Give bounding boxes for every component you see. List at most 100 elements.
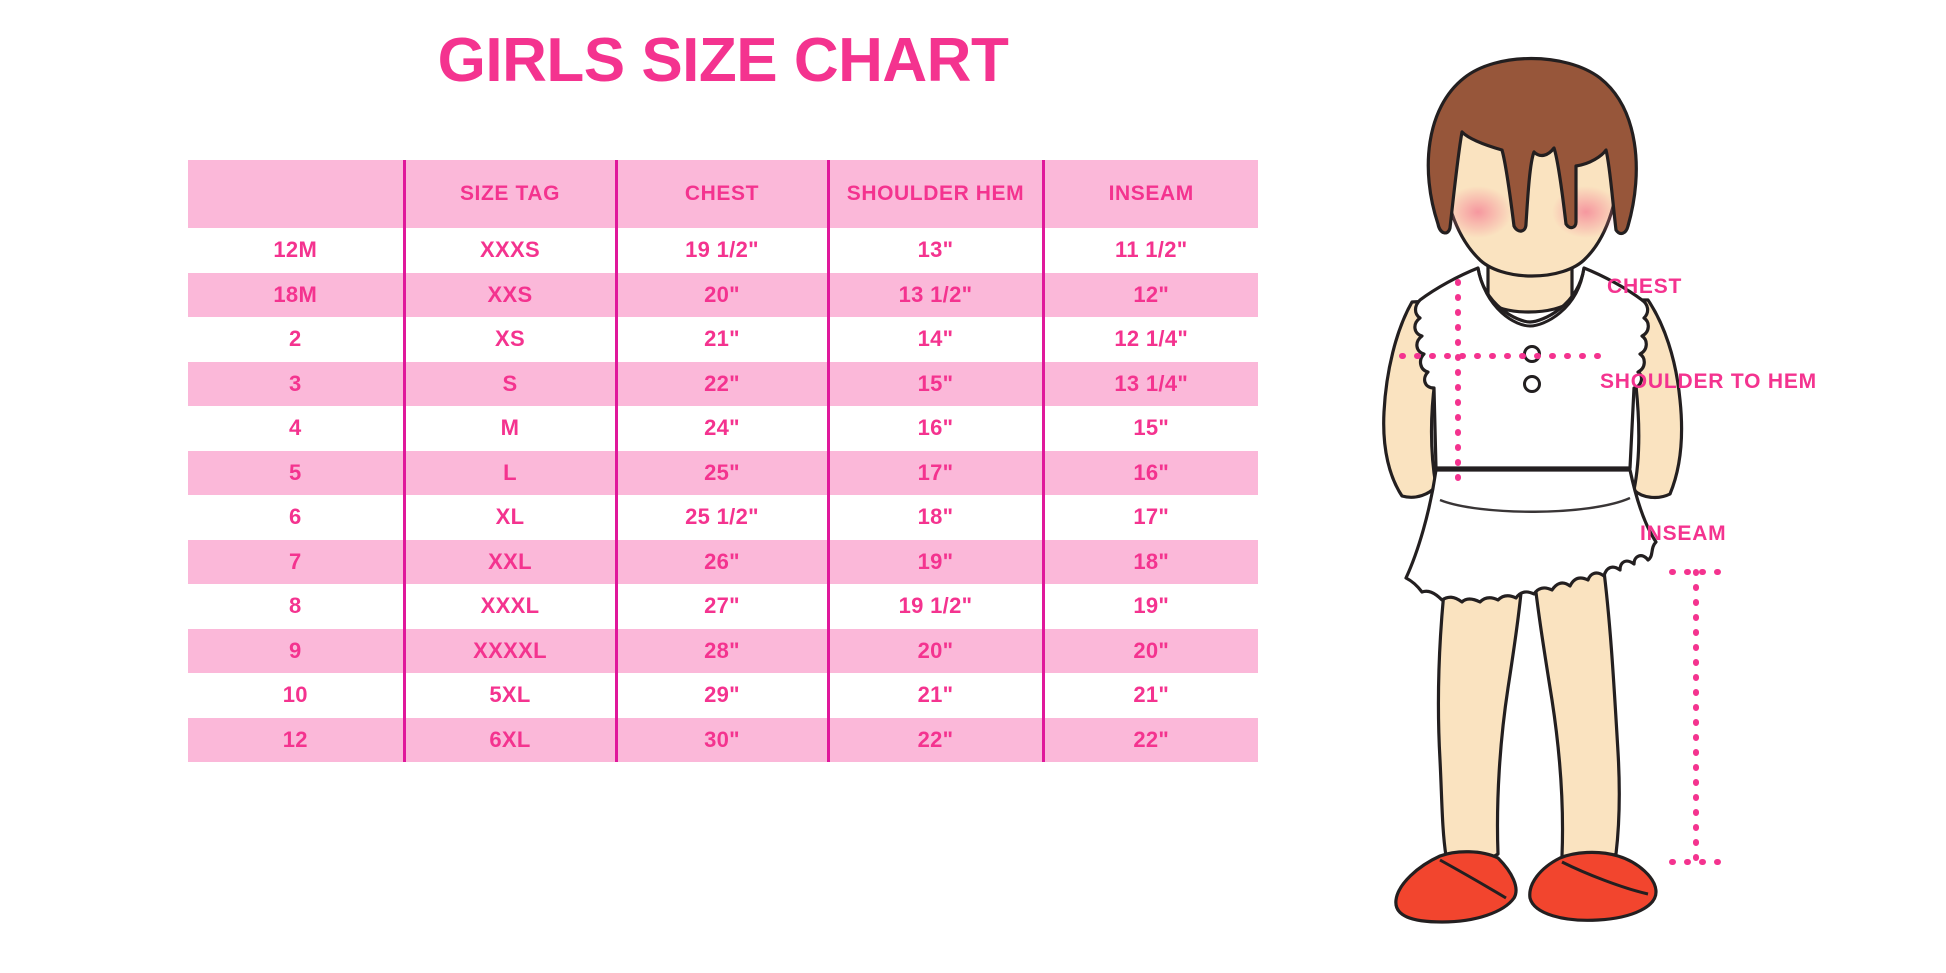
cell-size-tag: XXS bbox=[402, 272, 616, 317]
cell-shoulder-hem: 19" bbox=[826, 539, 1043, 584]
skirt-waist-seam bbox=[1439, 496, 1631, 513]
cell-inseam: 17" bbox=[1041, 495, 1258, 540]
neckline bbox=[1476, 267, 1586, 328]
table-row: 5 L 25" 17" 16" bbox=[188, 450, 1258, 495]
cell-size: 3 bbox=[188, 361, 404, 406]
legs-group bbox=[1436, 553, 1621, 863]
cell-chest: 26" bbox=[614, 539, 828, 584]
right-leg bbox=[1530, 554, 1621, 863]
cell-shoulder-hem: 20" bbox=[826, 628, 1043, 673]
cell-inseam: 15" bbox=[1041, 406, 1258, 451]
cell-shoulder-hem: 13 1/2" bbox=[826, 272, 1043, 317]
cell-inseam: 20" bbox=[1041, 628, 1258, 673]
hair bbox=[1426, 57, 1638, 236]
cell-size: 12M bbox=[188, 228, 404, 273]
table-row: 18M XXS 20" 13 1/2" 12" bbox=[188, 272, 1258, 317]
table-row: 7 XXL 26" 19" 18" bbox=[188, 539, 1258, 584]
figure-svg bbox=[1382, 57, 1721, 924]
shoes-group bbox=[1394, 850, 1658, 924]
cell-shoulder-hem: 15" bbox=[826, 361, 1043, 406]
table-row: 8 XXXL 27" 19 1/2" 19" bbox=[188, 584, 1258, 629]
table-row: 12M XXXS 19 1/2" 13" 11 1/2" bbox=[188, 228, 1258, 273]
right-shoe bbox=[1528, 850, 1658, 922]
column-header-chest: CHEST bbox=[614, 160, 828, 228]
cell-chest: 27" bbox=[614, 584, 828, 629]
column-header-size bbox=[188, 160, 404, 228]
right-shoe-strap bbox=[1561, 860, 1649, 896]
cell-inseam: 12 1/4" bbox=[1041, 317, 1258, 362]
size-chart-table-container: SIZE TAG CHEST SHOULDER HEM INSEAM 12M XX… bbox=[188, 160, 1258, 762]
table-row: 10 5XL 29" 21" 21" bbox=[188, 673, 1258, 718]
head-group bbox=[1426, 57, 1638, 278]
table-row: 6 XL 25 1/2" 18" 17" bbox=[188, 495, 1258, 540]
button-lower bbox=[1523, 375, 1541, 393]
column-header-inseam: INSEAM bbox=[1041, 160, 1258, 228]
table-row: 9 XXXXL 28" 20" 20" bbox=[188, 628, 1258, 673]
cell-inseam: 16" bbox=[1041, 450, 1258, 495]
cell-size: 9 bbox=[188, 628, 404, 673]
cell-chest: 22" bbox=[614, 361, 828, 406]
table-row: 2 XS 21" 14" 12 1/4" bbox=[188, 317, 1258, 362]
cell-size-tag: XL bbox=[402, 495, 616, 540]
cell-chest: 29" bbox=[614, 673, 828, 718]
cell-inseam: 21" bbox=[1041, 673, 1258, 718]
cell-chest: 24" bbox=[614, 406, 828, 451]
cell-inseam: 18" bbox=[1041, 539, 1258, 584]
top-garment-group bbox=[1413, 266, 1650, 470]
cell-size: 18M bbox=[188, 272, 404, 317]
cell-size-tag: S bbox=[402, 361, 616, 406]
column-header-shoulder-hem: SHOULDER HEM bbox=[826, 160, 1043, 228]
cell-size: 2 bbox=[188, 317, 404, 362]
cell-shoulder-hem: 14" bbox=[826, 317, 1043, 362]
cell-shoulder-hem: 17" bbox=[826, 450, 1043, 495]
left-shoe-strap bbox=[1439, 858, 1507, 900]
cell-shoulder-hem: 16" bbox=[826, 406, 1043, 451]
measurement-label-shoulder-to-hem: SHOULDER TO HEM bbox=[1600, 370, 1817, 393]
table-row: 3 S 22" 15" 13 1/4" bbox=[188, 361, 1258, 406]
cell-inseam: 13 1/4" bbox=[1041, 361, 1258, 406]
measurement-label-inseam: INSEAM bbox=[1640, 522, 1727, 545]
cell-inseam: 11 1/2" bbox=[1041, 228, 1258, 273]
cell-size: 8 bbox=[188, 584, 404, 629]
skirt bbox=[1404, 468, 1658, 604]
left-shoe bbox=[1394, 850, 1518, 924]
cell-size: 10 bbox=[188, 673, 404, 718]
cell-chest: 28" bbox=[614, 628, 828, 673]
table-row: 4 M 24" 16" 15" bbox=[188, 406, 1258, 451]
cell-chest: 25 1/2" bbox=[614, 495, 828, 540]
page-title: GIRLS SIZE CHART bbox=[437, 26, 1009, 95]
cell-shoulder-hem: 22" bbox=[826, 717, 1043, 762]
cell-chest: 25" bbox=[614, 450, 828, 495]
cell-size-tag: XXXXL bbox=[402, 628, 616, 673]
measurement-guides bbox=[1399, 279, 1721, 865]
table-body: 12M XXXS 19 1/2" 13" 11 1/2" 18M XXS 20" 13 1/2"… bbox=[188, 228, 1258, 762]
cell-chest: 19 1/2" bbox=[614, 228, 828, 273]
cell-size: 7 bbox=[188, 539, 404, 584]
cell-size-tag: XXXL bbox=[402, 584, 616, 629]
blush-left bbox=[1444, 186, 1512, 238]
cell-chest: 20" bbox=[614, 272, 828, 317]
cell-chest: 30" bbox=[614, 717, 828, 762]
cell-size-tag: L bbox=[402, 450, 616, 495]
cell-size: 12 bbox=[188, 717, 404, 762]
cell-size-tag: 6XL bbox=[402, 717, 616, 762]
column-header-size-tag: SIZE TAG bbox=[402, 160, 616, 228]
cell-shoulder-hem: 21" bbox=[826, 673, 1043, 718]
cell-size: 4 bbox=[188, 406, 404, 451]
cell-chest: 21" bbox=[614, 317, 828, 362]
cell-inseam: 12" bbox=[1041, 272, 1258, 317]
cell-shoulder-hem: 13" bbox=[826, 228, 1043, 273]
cell-shoulder-hem: 18" bbox=[826, 495, 1043, 540]
cell-size-tag: M bbox=[402, 406, 616, 451]
cell-size-tag: XXXS bbox=[402, 228, 616, 273]
size-chart-table: SIZE TAG CHEST SHOULDER HEM INSEAM 12M XX… bbox=[188, 160, 1258, 762]
table-header: SIZE TAG CHEST SHOULDER HEM INSEAM bbox=[188, 160, 1258, 228]
cell-size-tag: XS bbox=[402, 317, 616, 362]
girl-figure-illustration bbox=[1290, 0, 1946, 973]
skirt-group bbox=[1404, 468, 1658, 604]
cell-shoulder-hem: 19 1/2" bbox=[826, 584, 1043, 629]
measurement-label-chest: CHEST bbox=[1607, 275, 1683, 298]
cell-inseam: 19" bbox=[1041, 584, 1258, 629]
cell-size: 5 bbox=[188, 450, 404, 495]
cell-size-tag: 5XL bbox=[402, 673, 616, 718]
